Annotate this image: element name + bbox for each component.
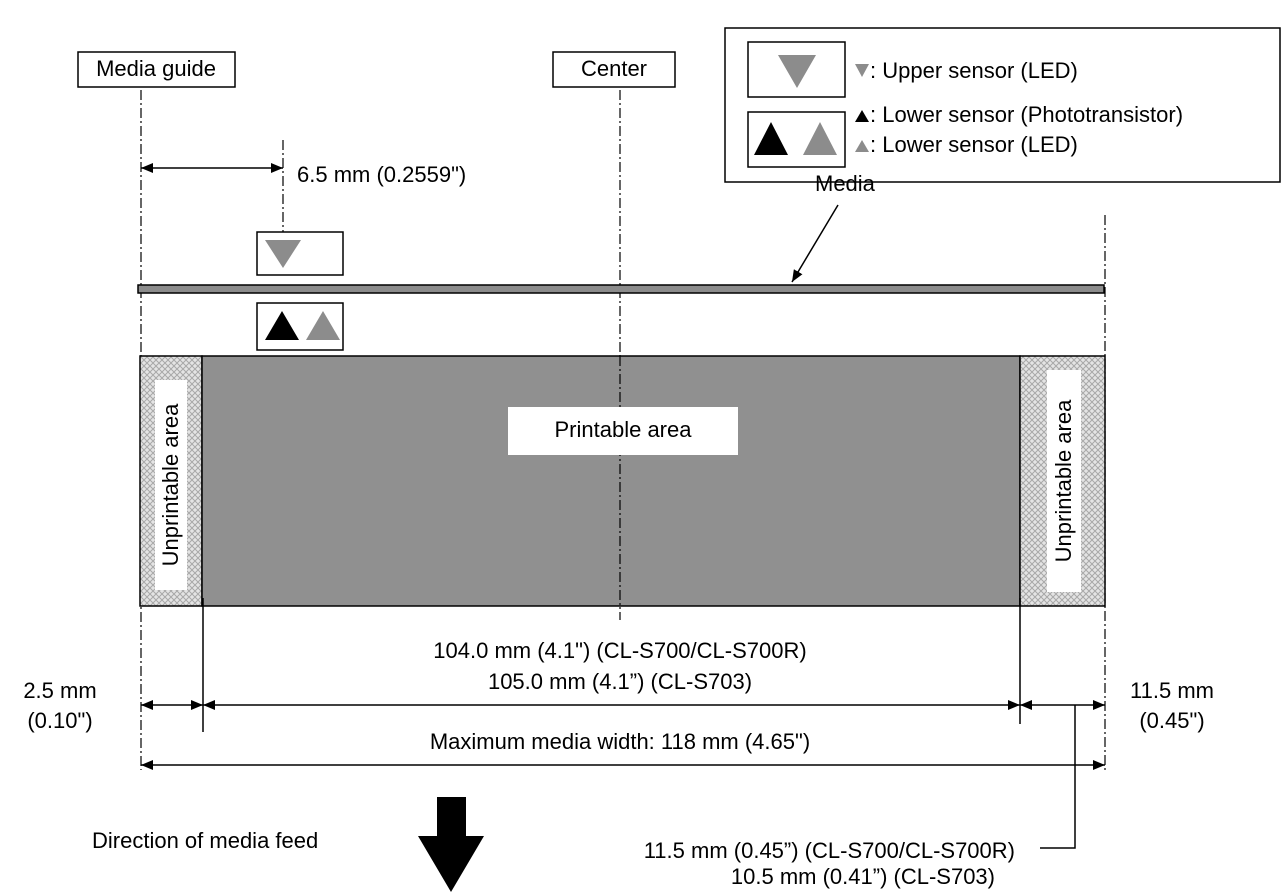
printable-width-1: 104.0 mm (4.1") (CL-S700/CL-S700R) xyxy=(433,638,806,663)
lower-phototransistor-icon xyxy=(754,122,788,155)
right-margin-model-2: 10.5 mm (0.41”) (CL-S703) xyxy=(731,864,995,889)
printable-width-2: 105.0 mm (4.1”) (CL-S703) xyxy=(488,669,752,694)
legend: : Upper sensor (LED) : Lower sensor (Pho… xyxy=(724,27,1281,183)
media-leader xyxy=(791,204,839,283)
sensor-offset-label: 6.5 mm (0.2559") xyxy=(297,162,466,187)
upper-sensor-box xyxy=(256,231,344,276)
direction-label: Direction of media feed xyxy=(92,828,318,853)
unprintable-right-label-box xyxy=(1047,370,1081,592)
right-margin-inch: (0.45") xyxy=(1139,708,1204,733)
left-margin-inch: (0.10") xyxy=(27,708,92,733)
right-margin-mm: 11.5 mm xyxy=(1130,678,1214,703)
max-width-label: Maximum media width: 118 mm (4.65") xyxy=(430,729,810,754)
right-margin-leader xyxy=(1040,705,1076,849)
lower-led-symbol xyxy=(855,140,869,152)
right-margin-model-1: 11.5 mm (0.45”) (CL-S700/CL-S700R) xyxy=(644,838,1015,863)
unprintable-left-label: Unprintable area xyxy=(158,403,183,566)
center-box xyxy=(552,51,676,88)
printable-label: Printable area xyxy=(555,417,693,442)
printable-label-box xyxy=(508,407,738,455)
center-label: Center xyxy=(581,56,647,81)
legend-upper: : Upper sensor (LED) xyxy=(870,58,1078,83)
upper-sensor-icon xyxy=(778,55,816,88)
media-label: Media xyxy=(815,171,876,196)
lower-led-icon xyxy=(803,122,837,155)
media-guide-label: Media guide xyxy=(96,56,216,81)
legend-lower-phototransistor: : Lower sensor (Phototransistor) xyxy=(870,102,1183,127)
media xyxy=(137,284,1105,294)
upper-sensor-symbol xyxy=(855,64,869,77)
left-margin-mm: 2.5 mm xyxy=(23,678,96,703)
unprintable-left-label-box xyxy=(155,380,187,590)
lower-sensor-led xyxy=(306,311,340,340)
feed-arrow xyxy=(418,797,484,892)
lower-phototransistor-symbol xyxy=(855,110,869,122)
lower-sensor-phototransistor xyxy=(265,311,299,340)
legend-lower-led: : Lower sensor (LED) xyxy=(870,132,1078,157)
unprintable-right-label: Unprintable area xyxy=(1051,399,1076,562)
printable-area xyxy=(201,355,1021,607)
upper-sensor xyxy=(265,240,301,268)
media-guide-box xyxy=(77,51,236,88)
